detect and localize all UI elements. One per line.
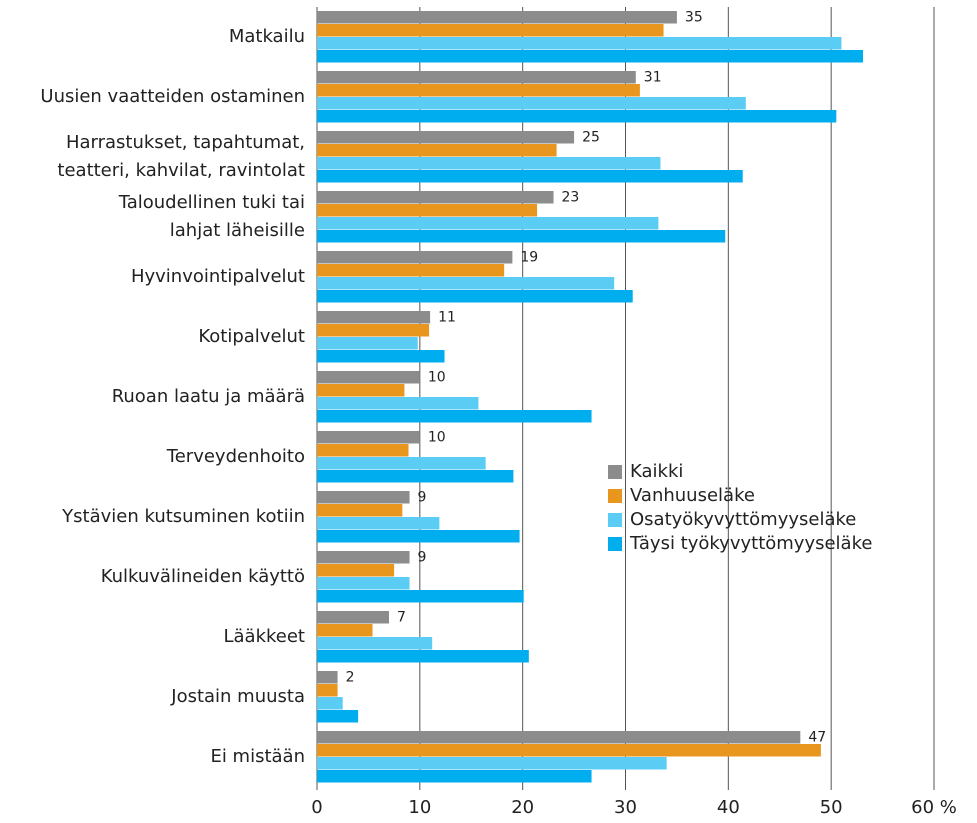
bar <box>317 217 659 230</box>
category-label: Matkailu <box>228 26 305 47</box>
x-tick-label: 10 <box>408 797 431 818</box>
bar <box>317 290 633 303</box>
bar <box>317 564 395 577</box>
bar <box>317 757 667 770</box>
bar <box>317 350 445 363</box>
data-label: 10 <box>428 429 446 445</box>
data-label: 25 <box>582 129 600 145</box>
legend-swatch <box>608 513 622 527</box>
bar <box>317 410 592 423</box>
data-label: 19 <box>520 249 538 265</box>
x-tick-label: 40 <box>717 797 740 818</box>
category-label: Ystävien kutsuminen kotiin <box>62 506 305 527</box>
bar <box>317 110 837 123</box>
x-tick-label: 30 <box>614 797 637 818</box>
bar <box>317 277 615 290</box>
bar <box>317 590 524 603</box>
legend-label: Kaikki <box>630 461 683 482</box>
category-label: Hyvinvointipalvelut <box>130 266 305 287</box>
bar <box>317 611 389 624</box>
bar <box>317 384 405 397</box>
bar <box>317 71 636 84</box>
bar <box>317 470 514 483</box>
bar <box>317 191 554 204</box>
category-label: Kotipalvelut <box>198 326 305 347</box>
category-label: Ruoan laatu ja määrä <box>111 386 305 407</box>
x-tick-label: 20 <box>511 797 534 818</box>
legend-swatch <box>608 537 622 551</box>
bar <box>317 731 801 744</box>
bar <box>317 204 538 217</box>
bar <box>317 744 821 757</box>
legend-swatch <box>608 489 622 503</box>
data-label: 9 <box>418 549 427 565</box>
x-tick-label: 60 % <box>911 797 957 818</box>
category-label: Ei mistään <box>210 746 305 767</box>
bar <box>317 264 505 277</box>
bar <box>317 337 418 350</box>
bar <box>317 251 513 264</box>
bar <box>317 504 403 517</box>
bar <box>317 324 430 337</box>
legend-label: Täysi työkyvyttömyyseläke <box>629 533 872 554</box>
bar <box>317 24 664 37</box>
data-label: 7 <box>397 609 406 625</box>
data-label: 2 <box>346 669 355 685</box>
legend-swatch <box>608 465 622 479</box>
legend-label: Vanhuuseläke <box>630 485 755 506</box>
bar <box>317 684 338 697</box>
category-label: Harrastukset, tapahtumat, teatteri, kahv… <box>57 132 305 181</box>
bar <box>317 11 677 24</box>
category-label: Lääkkeet <box>223 626 305 647</box>
bar <box>317 650 529 663</box>
data-label: 47 <box>808 729 826 745</box>
bar <box>317 170 743 183</box>
x-tick-label: 0 <box>311 797 322 818</box>
x-tick-label: 50 <box>820 797 843 818</box>
bar <box>317 371 420 384</box>
category-label: Kulkuvälineiden käyttö <box>100 566 305 587</box>
category-label: Terveydenhoito <box>166 446 305 467</box>
bar <box>317 577 410 590</box>
bar <box>317 770 592 783</box>
bar <box>317 37 842 50</box>
bar <box>317 50 864 63</box>
bar <box>317 710 359 723</box>
category-label: Jostain muusta <box>171 686 305 707</box>
bar <box>317 144 557 157</box>
category-label: Taloudellinen tuki tai lahjat läheisille <box>118 192 305 241</box>
bar <box>317 444 409 457</box>
bar <box>317 311 431 324</box>
bar <box>317 491 410 504</box>
bar <box>317 517 440 530</box>
bar <box>317 84 640 97</box>
bar <box>317 624 373 637</box>
data-label: 23 <box>562 189 580 205</box>
bar <box>317 131 575 144</box>
bar <box>317 230 726 243</box>
bar <box>317 551 410 564</box>
bar <box>317 397 479 410</box>
bar <box>317 431 420 444</box>
bar <box>317 671 338 684</box>
bar <box>317 530 520 543</box>
category-label: Uusien vaatteiden ostaminen <box>40 86 305 107</box>
data-label: 31 <box>644 69 662 85</box>
data-label: 10 <box>428 369 446 385</box>
data-label: 35 <box>685 9 703 25</box>
bar <box>317 697 343 710</box>
data-label: 9 <box>418 489 427 505</box>
bar <box>317 637 433 650</box>
bar <box>317 157 661 170</box>
bar <box>317 97 746 110</box>
legend-label: Osatyökyvyttömyyseläke <box>630 509 856 530</box>
data-label: 11 <box>438 309 456 325</box>
bar <box>317 457 486 470</box>
